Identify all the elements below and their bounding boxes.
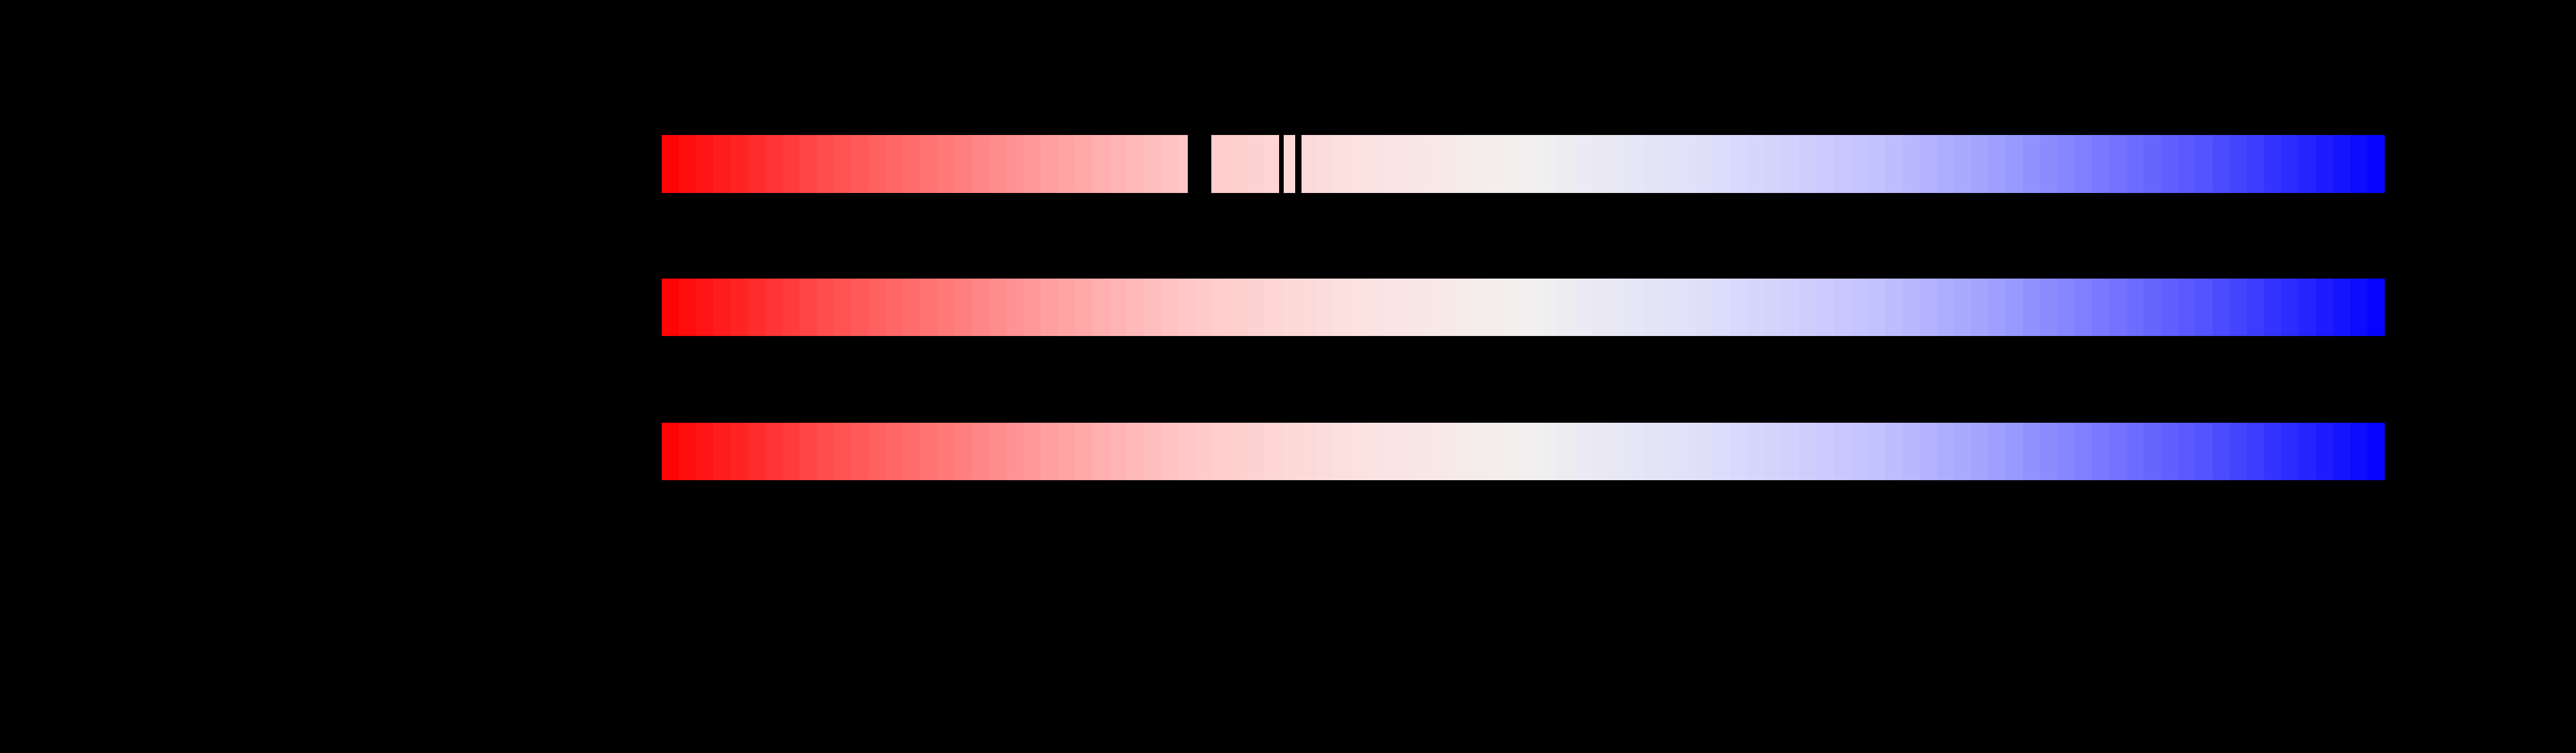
palette-break [1188, 135, 1211, 193]
palette-bar-3 [662, 423, 2385, 480]
palette-break [1279, 135, 1284, 193]
palette-break [1295, 135, 1301, 193]
palette-bar-2 [662, 279, 2385, 336]
palette-bar-1 [662, 135, 2385, 193]
